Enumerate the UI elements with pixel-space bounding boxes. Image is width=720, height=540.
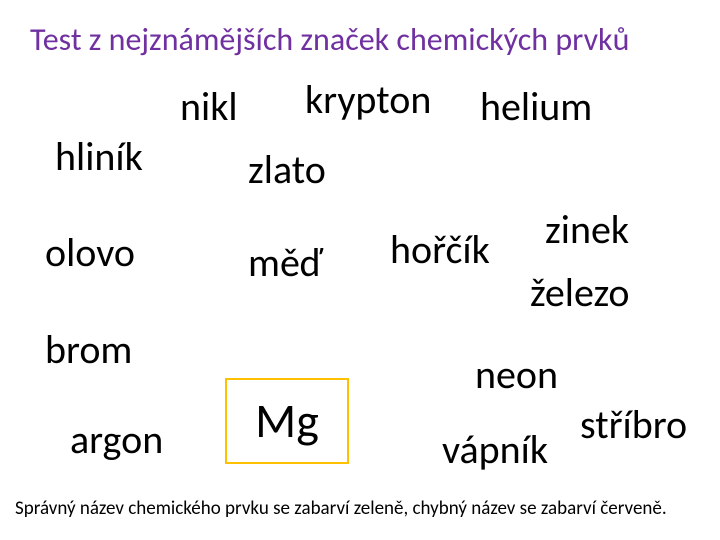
instruction-footer: Správný název chemického prvku se zabarv… (15, 497, 715, 520)
word-zinek[interactable]: zinek (545, 205, 629, 254)
word-neon[interactable]: neon (475, 350, 558, 399)
element-symbol-box: Mg (225, 378, 349, 464)
word-horcik[interactable]: hořčík (390, 225, 490, 274)
word-olovo[interactable]: olovo (45, 228, 135, 277)
word-vapnik[interactable]: vápník (442, 425, 548, 474)
word-brom[interactable]: brom (45, 325, 132, 374)
page-title: Test z nejznámějších značek chemických p… (30, 20, 710, 59)
word-stribro[interactable]: stříbro (580, 400, 687, 449)
word-krypton[interactable]: krypton (305, 75, 431, 124)
word-nikl[interactable]: nikl (180, 82, 238, 131)
word-zlato[interactable]: zlato (248, 145, 326, 194)
word-zelezo[interactable]: železo (530, 268, 630, 317)
element-symbol: Mg (255, 397, 319, 445)
word-helium[interactable]: helium (480, 82, 592, 131)
word-hlinik[interactable]: hliník (55, 132, 143, 181)
word-argon[interactable]: argon (70, 415, 163, 464)
word-med[interactable]: měď (248, 238, 323, 287)
